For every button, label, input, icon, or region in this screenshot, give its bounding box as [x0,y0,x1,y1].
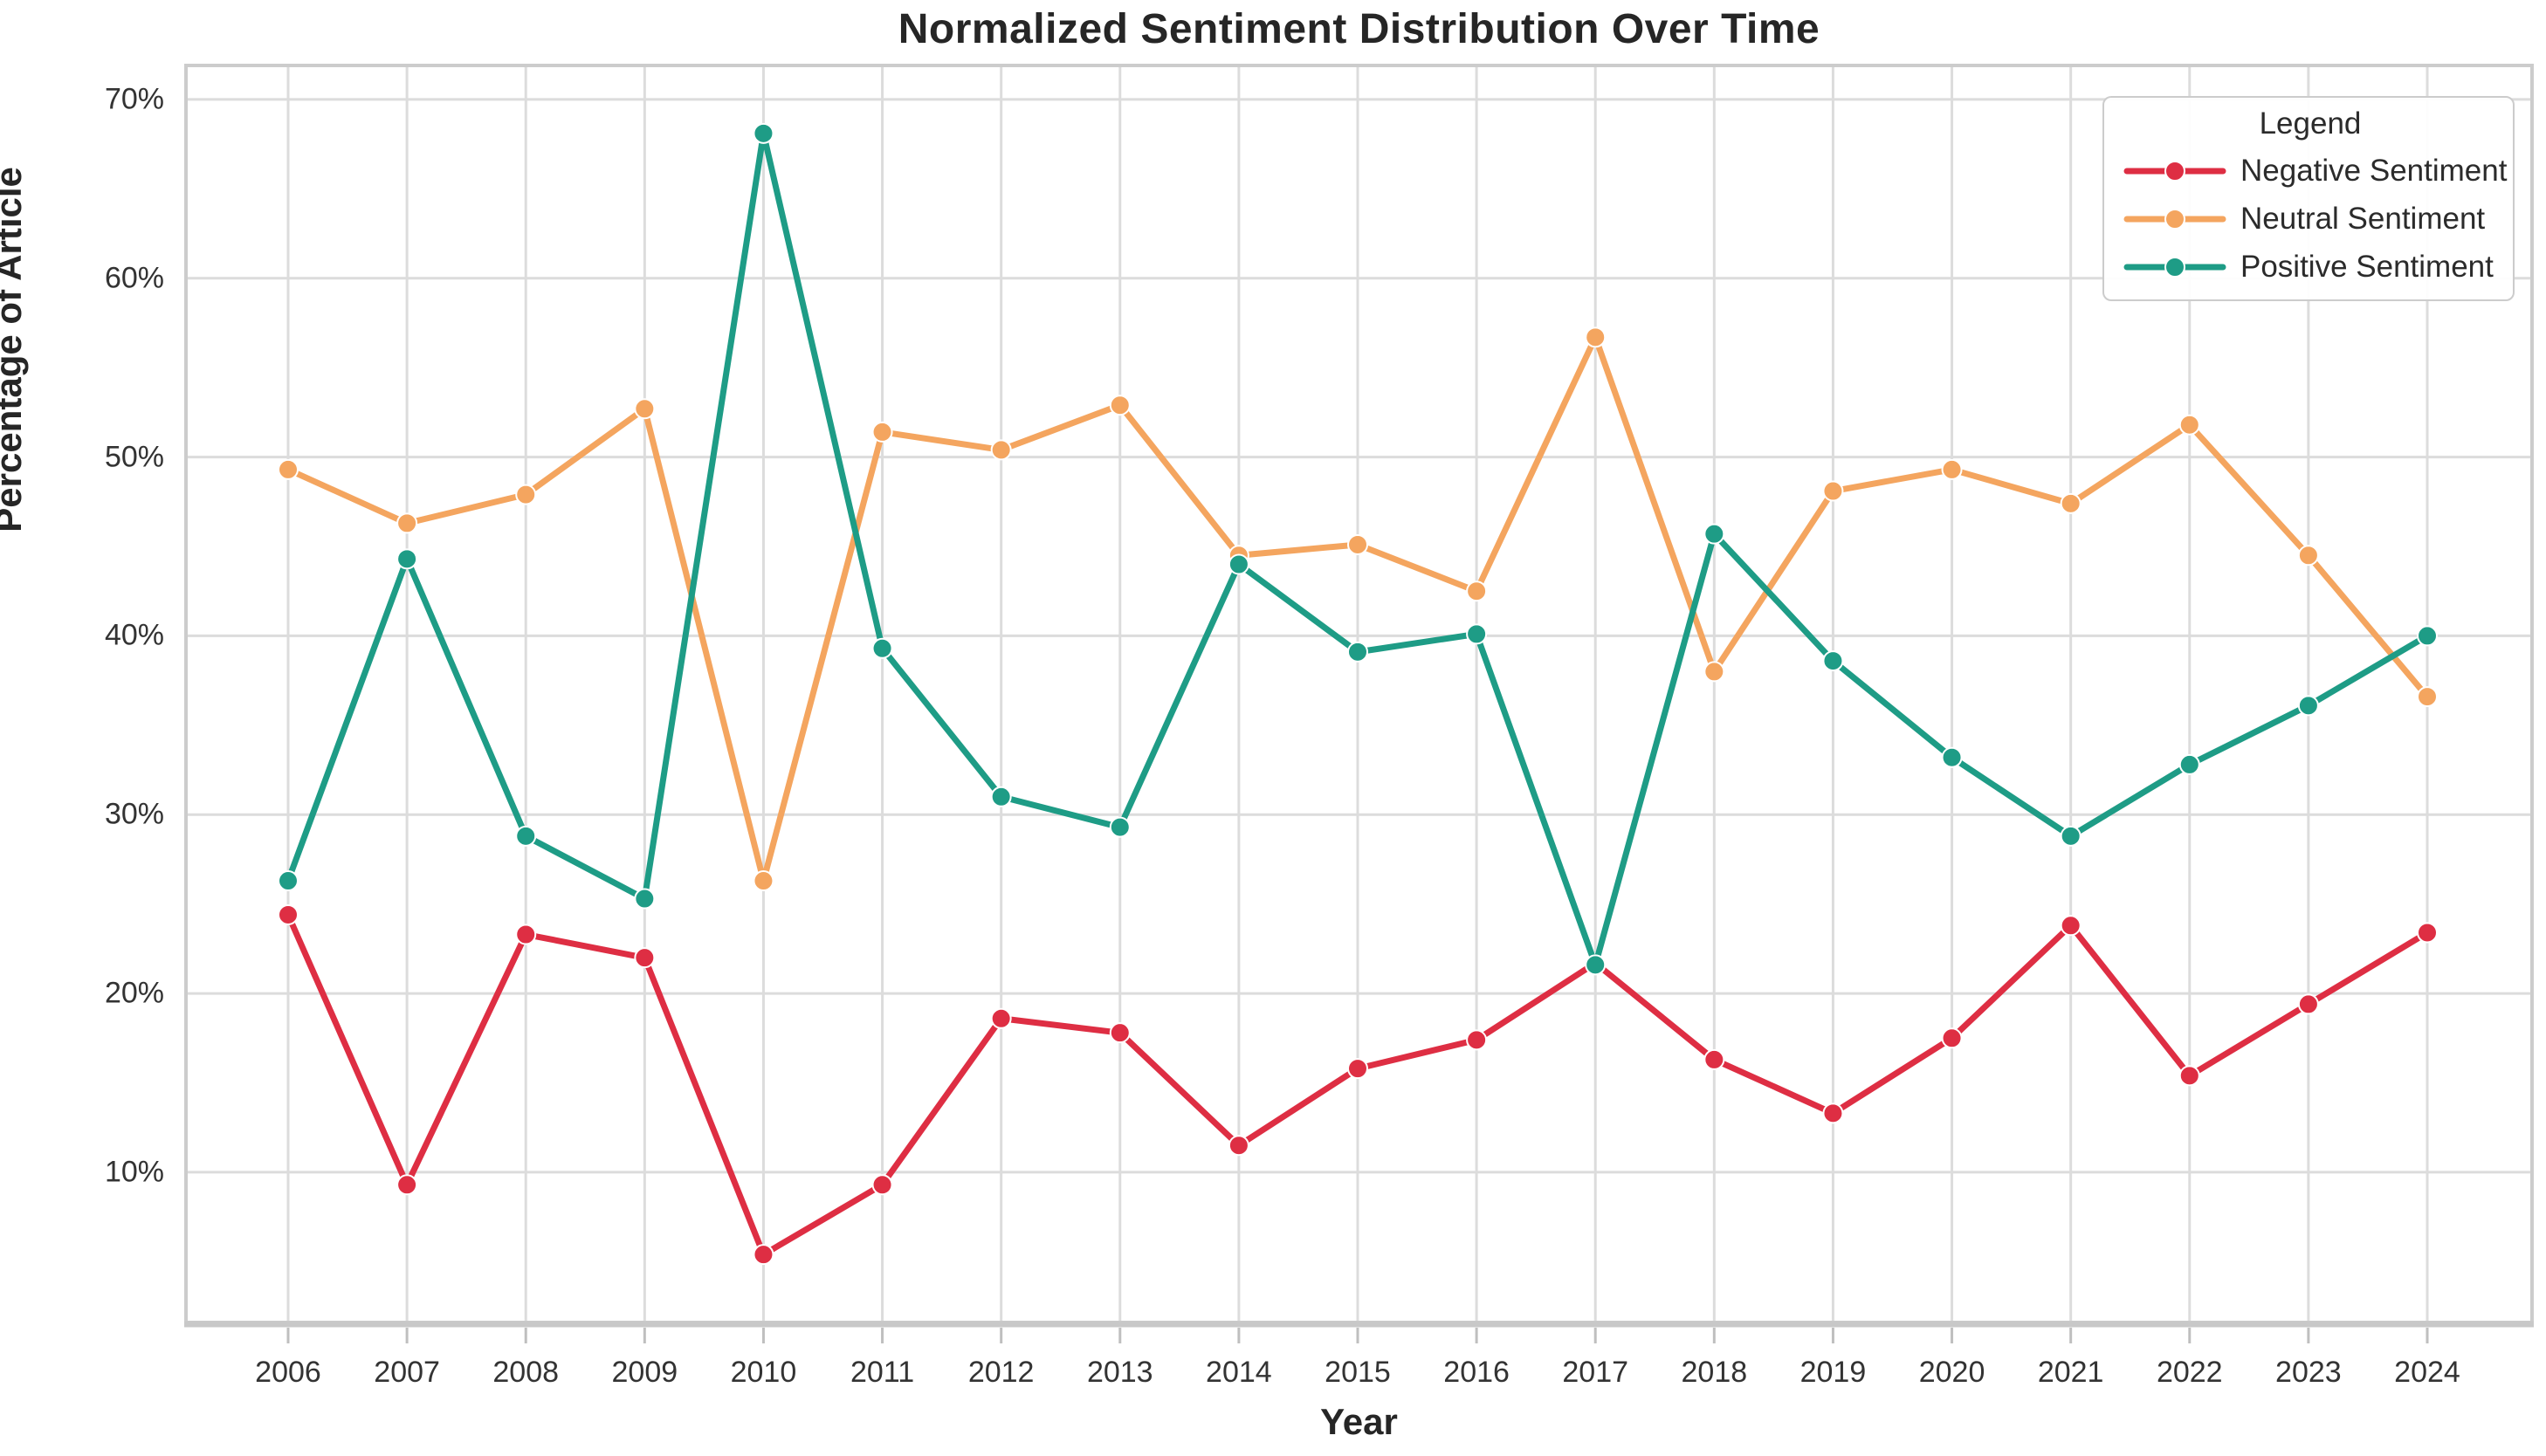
data-point-marker [1703,661,1725,683]
x-tick-label: 2013 [1086,1356,1153,1389]
legend-title: Legend [2259,106,2362,141]
legend-rows: Negative Sentiment Neutral Sentiment Posit… [2123,147,2507,291]
data-point-marker [1822,1102,1844,1124]
data-point-marker [753,870,774,892]
y-tick-label: 30% [104,797,164,831]
data-point-marker [1466,1029,1488,1051]
x-tick-label: 2017 [1562,1356,1629,1389]
data-point-marker [1347,533,1368,555]
data-point-marker [2178,414,2200,436]
x-axis-label: Year [1320,1401,1398,1442]
data-point-marker [1941,1027,1963,1049]
x-tick-label: 2015 [1325,1356,1391,1389]
y-tick-label: 60% [104,261,164,295]
data-point-marker [871,421,893,443]
legend-item: Negative Sentiment [2123,147,2507,195]
data-point-marker [2178,753,2200,775]
data-point-marker [2417,922,2438,944]
data-point-marker [1585,954,1607,976]
x-tick-label: 2010 [730,1356,797,1389]
data-point-marker [753,1244,774,1266]
x-tick-label: 2014 [1206,1356,1272,1389]
data-point-marker [2060,825,2082,847]
data-point-marker [1703,523,1725,545]
data-point-marker [634,398,656,420]
data-point-marker [2297,695,2319,717]
y-tick-label: 70% [104,82,164,116]
x-tick-label: 2009 [611,1356,678,1389]
data-point-marker [515,825,537,847]
data-point-marker [2417,686,2438,708]
chart-title: Normalized Sentiment Distribution Over T… [898,6,1820,52]
data-point-marker [753,122,774,144]
legend-line-marker-icon [2123,208,2226,230]
data-point-marker [2417,625,2438,647]
x-tick-label: 2019 [1799,1356,1867,1389]
data-point-marker [1466,623,1488,645]
data-point-marker [396,1174,418,1196]
x-tick-label: 2021 [2037,1356,2104,1389]
y-tick-label: 10% [104,1155,164,1189]
data-point-marker [2060,915,2082,937]
legend-item: Neutral Sentiment [2123,195,2497,243]
data-point-marker [2297,993,2319,1015]
x-tick-label: 2023 [2275,1356,2342,1389]
data-point-marker [2297,545,2319,567]
data-point-marker [1109,395,1131,416]
y-tick-label: 50% [104,440,164,474]
legend-line-marker-icon [2123,256,2226,278]
legend-item-label: Positive Sentiment [2240,249,2494,284]
x-tick-label: 2020 [1918,1356,1985,1389]
x-tick-label: 2024 [2394,1356,2460,1389]
x-tick-label: 2016 [1443,1356,1510,1389]
data-point-marker [1347,641,1368,663]
data-point-marker [871,1174,893,1196]
data-point-marker [1466,580,1488,602]
data-point-marker [990,1007,1012,1029]
data-point-marker [990,439,1012,461]
data-point-marker [1941,458,1963,480]
data-point-marker [1347,1058,1368,1080]
data-point-marker [990,786,1012,807]
data-point-marker [1941,746,1963,768]
x-tick-label: 2007 [374,1356,440,1389]
data-point-marker [1822,480,1844,502]
y-tick-label: 20% [104,976,164,1010]
data-point-marker [634,888,656,910]
data-point-marker [396,512,418,534]
data-point-marker [515,924,537,945]
legend-item-label: Negative Sentiment [2240,153,2508,188]
legend: Legend Negative Sentiment Neutral Sentime… [2102,96,2515,301]
data-point-marker [1703,1048,1725,1070]
data-point-marker [2060,492,2082,514]
data-point-marker [515,484,537,505]
data-point-marker [1228,1135,1249,1157]
legend-line-marker-icon [2123,160,2226,182]
y-tick-label: 40% [104,618,164,652]
data-point-marker [1585,326,1607,348]
data-point-marker [396,548,418,570]
x-tick-label: 2018 [1681,1356,1748,1389]
legend-item-label: Neutral Sentiment [2240,201,2486,236]
data-point-marker [278,458,299,480]
x-tick-label: 2008 [492,1356,560,1389]
data-point-marker [1109,1022,1131,1044]
data-point-marker [1822,650,1844,672]
data-point-marker [278,870,299,892]
y-axis-label: Percentage of Article [0,167,29,532]
data-point-marker [2178,1065,2200,1087]
x-tick-label: 2012 [967,1356,1035,1389]
x-tick-label: 2022 [2156,1356,2223,1389]
x-tick-label: 2006 [255,1356,321,1389]
data-point-marker [1228,553,1249,575]
legend-item: Positive Sentiment [2123,243,2497,291]
data-point-marker [1109,816,1131,838]
data-point-marker [871,637,893,659]
data-point-marker [634,947,656,969]
x-tick-label: 2011 [850,1356,915,1389]
data-point-marker [278,903,299,925]
